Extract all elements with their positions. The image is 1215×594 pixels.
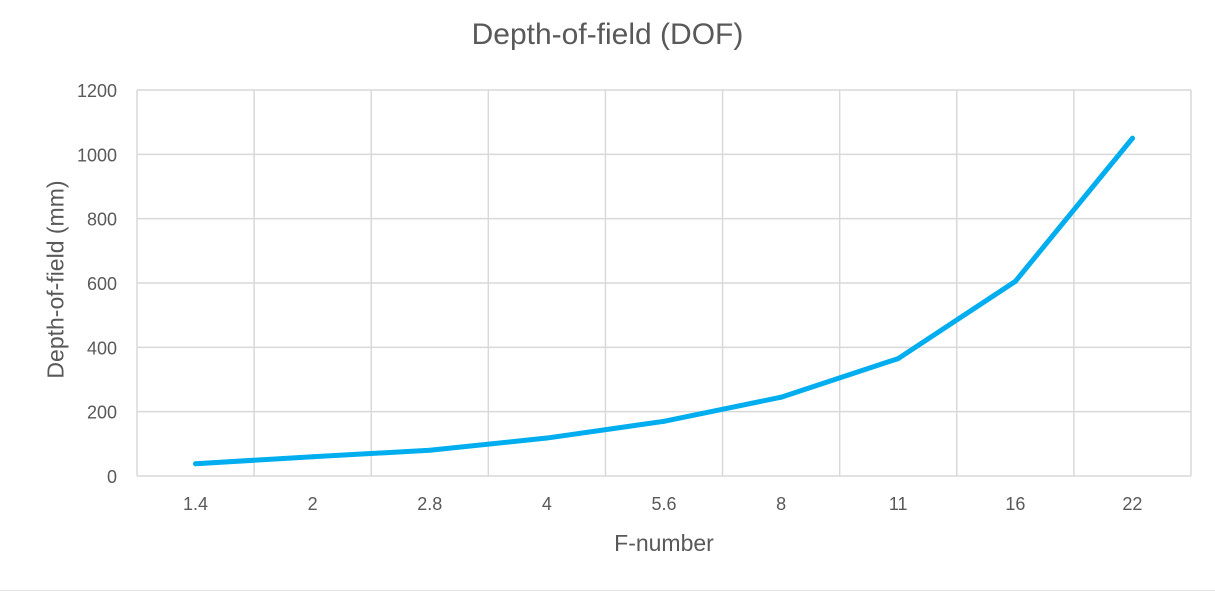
data-point xyxy=(310,454,316,460)
y-tick-label: 1200 xyxy=(77,81,117,101)
x-tick-label: 11 xyxy=(889,494,908,514)
data-point xyxy=(778,394,784,400)
x-tick-label: 22 xyxy=(1122,494,1142,514)
data-point xyxy=(1129,135,1135,141)
divider xyxy=(0,590,1215,591)
data-point xyxy=(661,418,667,424)
x-axis-ticks: 1.4 2 2.8 4 5.6 8 11 16 22 xyxy=(183,494,1142,514)
y-tick-label: 0 xyxy=(107,467,117,487)
series-line xyxy=(193,135,1135,467)
data-point xyxy=(1012,278,1018,284)
y-tick-label: 600 xyxy=(87,274,117,294)
y-tick-label: 200 xyxy=(87,403,117,423)
data-point xyxy=(193,461,199,467)
x-tick-label: 2 xyxy=(308,494,318,514)
y-axis-label: Depth-of-field (mm) xyxy=(42,180,69,379)
y-tick-label: 400 xyxy=(87,338,117,358)
x-tick-label: 2.8 xyxy=(417,494,442,514)
data-point xyxy=(895,356,901,362)
y-tick-label: 800 xyxy=(87,210,117,230)
x-tick-label: 1.4 xyxy=(183,494,208,514)
x-tick-label: 5.6 xyxy=(651,494,676,514)
chart-title: Depth-of-field (DOF) xyxy=(471,18,744,51)
data-point xyxy=(544,435,550,441)
x-axis-label: F-number xyxy=(614,530,714,556)
x-tick-label: 8 xyxy=(776,494,786,514)
series-layer xyxy=(193,135,1135,467)
y-axis-ticks: 0 200 400 600 800 1000 1200 xyxy=(77,81,117,487)
grid-lines xyxy=(136,89,1192,477)
x-tick-label: 16 xyxy=(1005,494,1025,514)
x-tick-label: 4 xyxy=(542,494,552,514)
data-point xyxy=(427,447,433,453)
y-tick-label: 1000 xyxy=(77,145,117,165)
